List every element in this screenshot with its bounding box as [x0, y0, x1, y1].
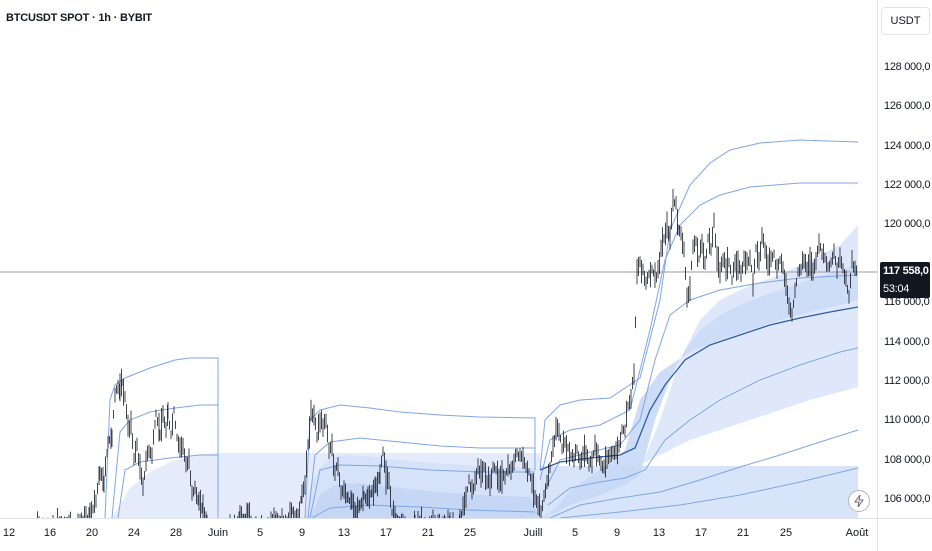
- price-tick: 114 000,0: [884, 336, 930, 348]
- price-tick: 128 000,0: [884, 61, 931, 73]
- time-tick: 12: [2, 527, 16, 539]
- time-tick: 21: [421, 527, 435, 539]
- time-tick: 20: [85, 527, 99, 539]
- price-tick: 126 000,0: [884, 100, 931, 112]
- price-tick: 122 000,0: [884, 179, 931, 191]
- time-tick: 5: [256, 527, 264, 539]
- band-line-june-mid: [307, 437, 535, 518]
- time-tick: 24: [127, 527, 141, 539]
- price-tick: 124 000,0: [884, 140, 931, 152]
- time-tick: 13: [337, 527, 351, 539]
- band-line-may-mid: [111, 404, 218, 518]
- band-line-june-low: [311, 504, 536, 518]
- currency-button[interactable]: USDT: [881, 7, 930, 35]
- price-axis[interactable]: [877, 0, 932, 518]
- price-chart[interactable]: [0, 0, 877, 518]
- price-tick: 116 000,0: [884, 296, 930, 308]
- chart-area[interactable]: BTCUSDT SPOT · 1h · BYBIT: [0, 0, 877, 518]
- band-line-july-top: [539, 139, 859, 471]
- band-line-june-upper: [304, 404, 536, 518]
- vwap-band-fills: [112, 225, 858, 518]
- band-fill-june-inner: [310, 483, 540, 518]
- time-tick: 13: [652, 527, 666, 539]
- time-tick: 5: [571, 527, 579, 539]
- time-tick: 9: [298, 527, 306, 539]
- time-tick: Août: [845, 527, 869, 539]
- band-line-july-second: [539, 182, 858, 481]
- candle-series: [37, 189, 857, 518]
- price-tick: 106 000,0: [884, 493, 931, 505]
- band-line-july-third: [544, 274, 859, 491]
- time-tick: 25: [779, 527, 793, 539]
- last-price-label: 117 558,0 53:04: [880, 262, 930, 298]
- price-tick: 110 000,0: [884, 414, 930, 426]
- axis-corner: [877, 518, 932, 551]
- time-tick: 21: [736, 527, 750, 539]
- time-tick: 16: [43, 527, 57, 539]
- band-fill-july-inner: [545, 265, 858, 518]
- bar-countdown: 53:04: [883, 283, 910, 295]
- band-fill-horizontal: [540, 466, 858, 518]
- time-tick: Juin: [207, 527, 229, 539]
- vwap-line: [539, 306, 859, 471]
- price-tick: 112 000,0: [884, 375, 930, 387]
- time-axis[interactable]: [0, 518, 877, 551]
- price-tick: 120 000,0: [884, 218, 931, 230]
- time-tick: 25: [463, 527, 477, 539]
- last-price-value: 117 558,0: [883, 265, 929, 277]
- lightning-icon[interactable]: [848, 490, 870, 512]
- band-line-july-bottom: [559, 467, 859, 518]
- time-tick: 17: [694, 527, 708, 539]
- band-line-july-lower: [547, 347, 859, 506]
- symbol-title[interactable]: BTCUSDT SPOT · 1h · BYBIT: [6, 12, 152, 24]
- band-line-may-inner: [117, 454, 218, 518]
- band-line-may-upper: [104, 357, 219, 518]
- time-tick: 9: [613, 527, 621, 539]
- time-tick: Juill: [523, 527, 543, 539]
- time-tick: 28: [169, 527, 183, 539]
- price-tick: 108 000,0: [884, 454, 931, 466]
- time-tick: 17: [379, 527, 393, 539]
- band-line-july-lowest: [549, 429, 859, 518]
